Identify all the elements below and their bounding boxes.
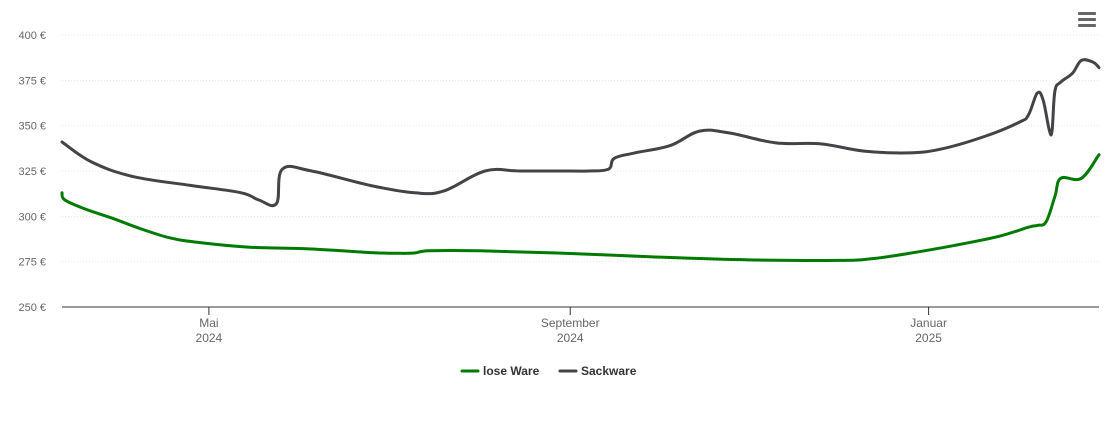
chart-menu-button[interactable]	[1076, 12, 1098, 32]
legend-item-1[interactable]: Sackware	[558, 364, 637, 378]
y-tick-label: 275 €	[18, 257, 46, 269]
y-axis: 250 € 275 € 300 € 325 € 350 € 375 € 400 €	[18, 30, 46, 314]
y-tick-label: 400 €	[18, 30, 46, 42]
y-tick-label: 300 €	[18, 211, 46, 223]
x-tick-label-month: Januar	[910, 316, 947, 330]
y-tick-label: 375 €	[18, 75, 46, 87]
x-tick-label-month: Mai	[199, 316, 218, 330]
series-line-1[interactable]	[60, 58, 1101, 208]
grid-lines	[62, 34, 1099, 263]
legend[interactable]: lose Ware Sackware	[460, 364, 637, 378]
y-tick-label: 325 €	[18, 166, 46, 178]
series-lines	[60, 58, 1101, 262]
x-tick-label-year: 2024	[557, 331, 584, 345]
legend-item-0[interactable]: lose Ware	[460, 364, 540, 378]
x-tick-label-year: 2024	[196, 331, 223, 345]
x-tick-label-month: September	[541, 316, 600, 330]
y-tick-label: 250 €	[18, 302, 46, 314]
series-line-0[interactable]	[60, 153, 1101, 262]
legend-label: Sackware	[581, 364, 637, 378]
y-tick-label: 350 €	[18, 121, 46, 133]
hamburger-menu-icon	[1078, 12, 1096, 15]
legend-label: lose Ware	[483, 364, 540, 378]
x-tick-label-year: 2025	[915, 331, 942, 345]
